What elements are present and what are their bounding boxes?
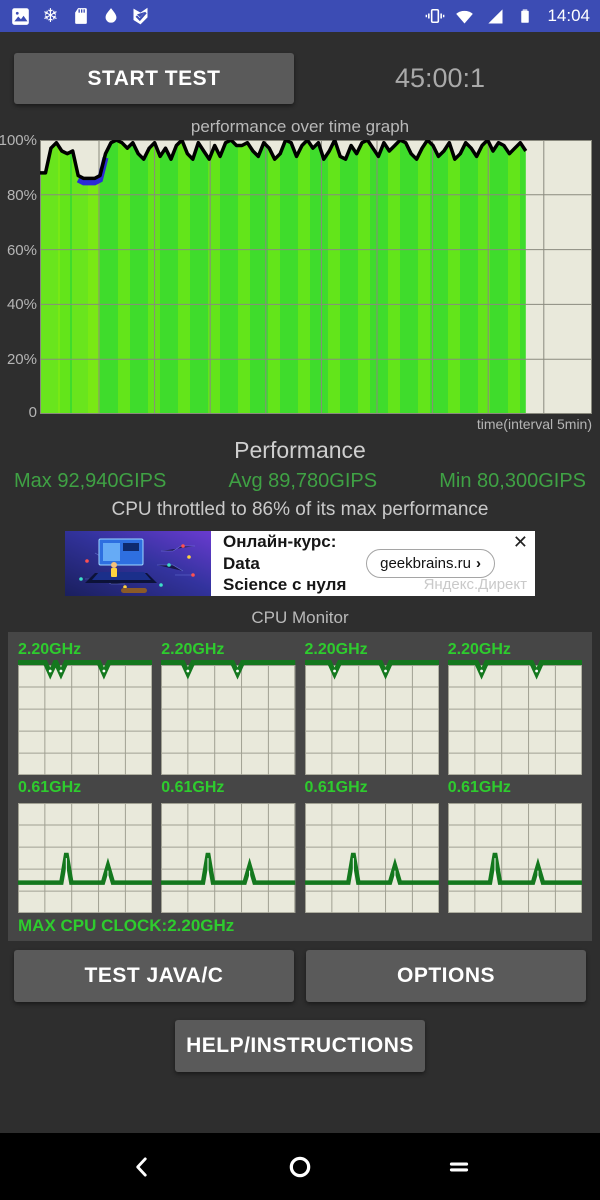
performance-chart: [40, 140, 592, 414]
performance-stats-row: Max 92,940GIPS Avg 89,780GIPS Min 80,300…: [0, 470, 600, 493]
cpu-core-4: 0.61GHz: [18, 778, 153, 914]
start-test-button[interactable]: START TEST: [14, 53, 294, 104]
cpu-core-3: 2.20GHz: [447, 640, 582, 776]
battery-icon: [514, 6, 535, 27]
cpu-core-7: 0.61GHz: [447, 778, 582, 914]
photo-icon: [10, 6, 31, 27]
ad-title: Онлайн-курс: Data Science с нуля: [223, 531, 366, 596]
y-tick-100: 100%: [0, 132, 37, 149]
throttle-note: CPU throttled to 86% of its max performa…: [111, 499, 489, 520]
core-clock-label: 0.61GHz: [304, 779, 368, 797]
min-gips-value: Min 80,300GIPS: [439, 470, 586, 492]
options-button[interactable]: OPTIONS: [306, 950, 586, 1003]
flame-icon: [100, 6, 121, 27]
status-bar-left-icons: ❄: [10, 6, 151, 27]
snowflake-icon: ❄: [42, 5, 59, 27]
ad-cta-label: geekbrains.ru: [380, 555, 471, 572]
cpu-core-1: 2.20GHz: [161, 640, 296, 776]
android-navigation-bar: [0, 1133, 600, 1200]
core-clock-label: 0.61GHz: [161, 779, 225, 797]
chart-x-axis-label: time(interval 5min): [476, 416, 592, 432]
cpu-monitor-title: CPU Monitor: [251, 608, 349, 627]
header-row: START TEST 45:00:1: [14, 53, 586, 104]
help-instructions-button[interactable]: HELP/INSTRUCTIONS: [175, 1020, 425, 1073]
y-tick-40: 40%: [6, 296, 37, 314]
cpu-monitor-panel: 2.20GHz 2.20GHz 2.20GHz 2.20GHz 0.61GHz 0.61G…: [8, 632, 592, 942]
back-button-icon[interactable]: [125, 1150, 159, 1184]
performance-chart-title: performance over time graph: [190, 117, 410, 136]
ad-attribution: Яндекс.Директ: [423, 576, 527, 593]
max-cpu-clock-label: MAX CPU CLOCK:2.20GHz: [18, 916, 235, 936]
cpu-core-0: 2.20GHz: [18, 640, 153, 776]
core-frequency-graph: [447, 660, 582, 776]
core-clock-label: 2.20GHz: [161, 641, 225, 658]
status-bar: ❄ 14:04: [0, 0, 600, 32]
wifi-icon: [454, 6, 475, 27]
vibrate-icon: [424, 6, 445, 27]
core-frequency-graph: [304, 660, 439, 776]
help-row: HELP/INSTRUCTIONS: [0, 1020, 600, 1073]
cpu-core-5: 0.61GHz: [161, 778, 296, 914]
max-gips-value: Max 92,940GIPS: [14, 470, 167, 492]
chart-y-axis: 100% 80% 60% 40% 20% 0: [0, 132, 40, 421]
recents-button-icon[interactable]: [442, 1150, 476, 1184]
action-buttons-row: TEST JAVA/C OPTIONS: [14, 950, 586, 1003]
core-frequency-graph: [161, 660, 296, 776]
y-tick-80: 80%: [6, 186, 37, 204]
ad-cta-button[interactable]: geekbrains.ru ›: [366, 549, 495, 578]
core-clock-label: 2.20GHz: [447, 641, 511, 658]
home-button-icon[interactable]: [283, 1150, 317, 1184]
core-clock-label: 0.61GHz: [18, 779, 82, 797]
avg-gips-value: Avg 89,780GIPS: [228, 470, 378, 492]
core-frequency-graph: [18, 660, 153, 776]
y-tick-0: 0: [28, 404, 37, 421]
ad-content: Онлайн-курс: Data Science с нуля geekbra…: [211, 531, 535, 596]
signal-icon: [484, 6, 505, 27]
core-frequency-graph: [304, 803, 439, 914]
sd-card-icon: [70, 6, 91, 27]
status-bar-clock: 14:04: [547, 6, 590, 25]
ad-illustration: [65, 531, 211, 596]
check-badge-icon: [130, 6, 151, 27]
core-frequency-graph: [447, 803, 582, 914]
core-clock-label: 2.20GHz: [304, 641, 368, 658]
chevron-right-icon: ›: [476, 555, 481, 572]
status-bar-right: 14:04: [424, 6, 590, 27]
ad-title-line1: Онлайн-курс: Data: [223, 531, 337, 573]
core-clock-label: 0.61GHz: [447, 779, 511, 797]
timer-wrap: 45:00:1: [294, 63, 586, 94]
y-tick-20: 20%: [6, 351, 37, 369]
performance-section-title: Performance: [234, 437, 366, 463]
ad-title-line2: Science с нуля: [223, 575, 347, 595]
test-java-button[interactable]: TEST JAVA/C: [14, 950, 294, 1003]
cpu-core-2: 2.20GHz: [304, 640, 439, 776]
cpu-core-6: 0.61GHz: [304, 778, 439, 914]
cpu-core-grid: 2.20GHz 2.20GHz 2.20GHz 2.20GHz 0.61GHz 0.61G…: [18, 640, 582, 914]
core-clock-label: 2.20GHz: [18, 641, 82, 658]
core-frequency-graph: [161, 803, 296, 914]
y-tick-60: 60%: [6, 241, 37, 259]
test-timer: 45:00:1: [394, 63, 486, 93]
core-frequency-graph: [18, 803, 153, 914]
ad-close-icon[interactable]: ✕: [512, 532, 528, 552]
ad-banner[interactable]: Онлайн-курс: Data Science с нуля geekbra…: [65, 531, 535, 596]
performance-chart-block: 100% 80% 60% 40% 20% 0: [0, 132, 600, 421]
